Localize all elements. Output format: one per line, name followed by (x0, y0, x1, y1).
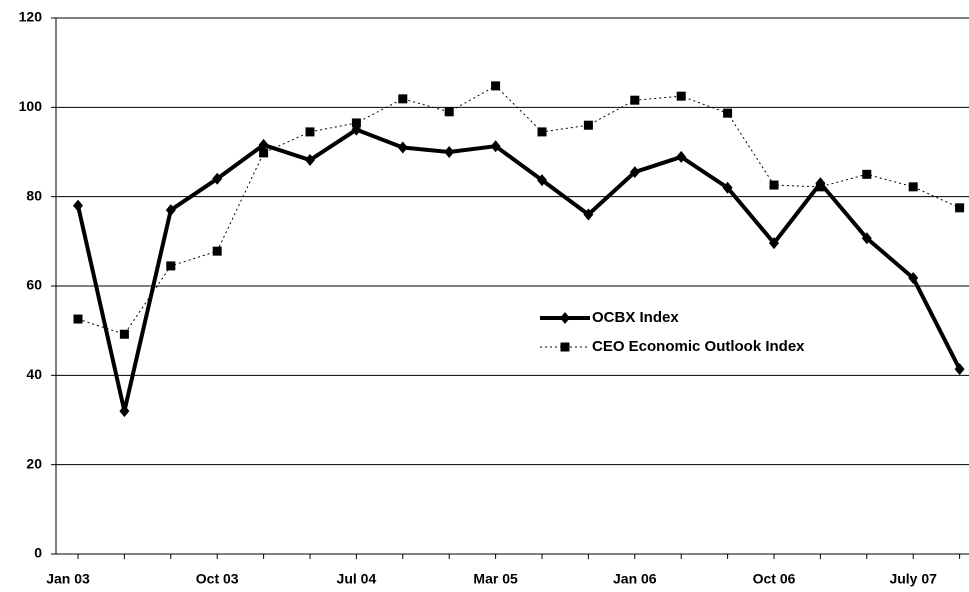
marker (955, 203, 965, 213)
series-line (76, 127, 962, 414)
marker (444, 107, 454, 117)
marker (351, 123, 362, 136)
marker (583, 120, 593, 130)
marker (629, 166, 640, 179)
marker (305, 154, 315, 167)
y-tick-label: 120 (19, 9, 43, 25)
marker (490, 140, 501, 153)
marker (212, 172, 223, 185)
marker (258, 138, 269, 151)
marker (560, 342, 570, 352)
y-tick-label: 60 (26, 277, 42, 293)
marker (908, 182, 918, 192)
marker (769, 180, 779, 190)
marker (676, 150, 687, 163)
y-tick-label: 0 (34, 545, 42, 561)
marker (259, 148, 269, 158)
y-tick-label: 40 (26, 366, 42, 382)
legend-text: OCBX Index (592, 309, 679, 326)
marker (212, 246, 222, 256)
x-tick-label: Mar 05 (473, 571, 518, 587)
marker (630, 95, 640, 105)
marker (305, 127, 315, 137)
marker (119, 329, 129, 339)
marker (166, 261, 176, 271)
x-tick-label: Oct 03 (196, 571, 239, 587)
marker (722, 181, 733, 194)
marker (560, 312, 570, 324)
x-tick-label: Jan 06 (613, 571, 657, 587)
marker (908, 271, 919, 284)
marker (397, 141, 408, 154)
marker (676, 91, 686, 101)
marker (444, 146, 455, 158)
marker (398, 94, 408, 104)
series-line (77, 85, 960, 335)
marker (954, 363, 965, 376)
marker (351, 118, 361, 128)
legend-text: CEO Economic Outlook Index (592, 338, 805, 355)
marker (537, 174, 547, 187)
marker (165, 204, 176, 217)
y-tick-label: 20 (26, 455, 42, 471)
marker (583, 208, 594, 221)
x-tick-label: Oct 06 (753, 571, 796, 587)
marker (723, 108, 733, 118)
marker (769, 237, 779, 250)
y-tick-label: 80 (26, 187, 42, 203)
marker (491, 81, 501, 91)
x-tick-label: July 07 (889, 571, 937, 587)
marker (862, 169, 872, 179)
x-tick-label: Jan 03 (46, 571, 90, 587)
marker (537, 127, 547, 137)
marker (73, 314, 83, 324)
x-tick-label: Jul 04 (337, 571, 377, 587)
marker (73, 199, 83, 212)
marker (815, 177, 826, 190)
marker (119, 405, 130, 418)
y-tick-label: 100 (19, 98, 43, 114)
marker (861, 232, 872, 245)
